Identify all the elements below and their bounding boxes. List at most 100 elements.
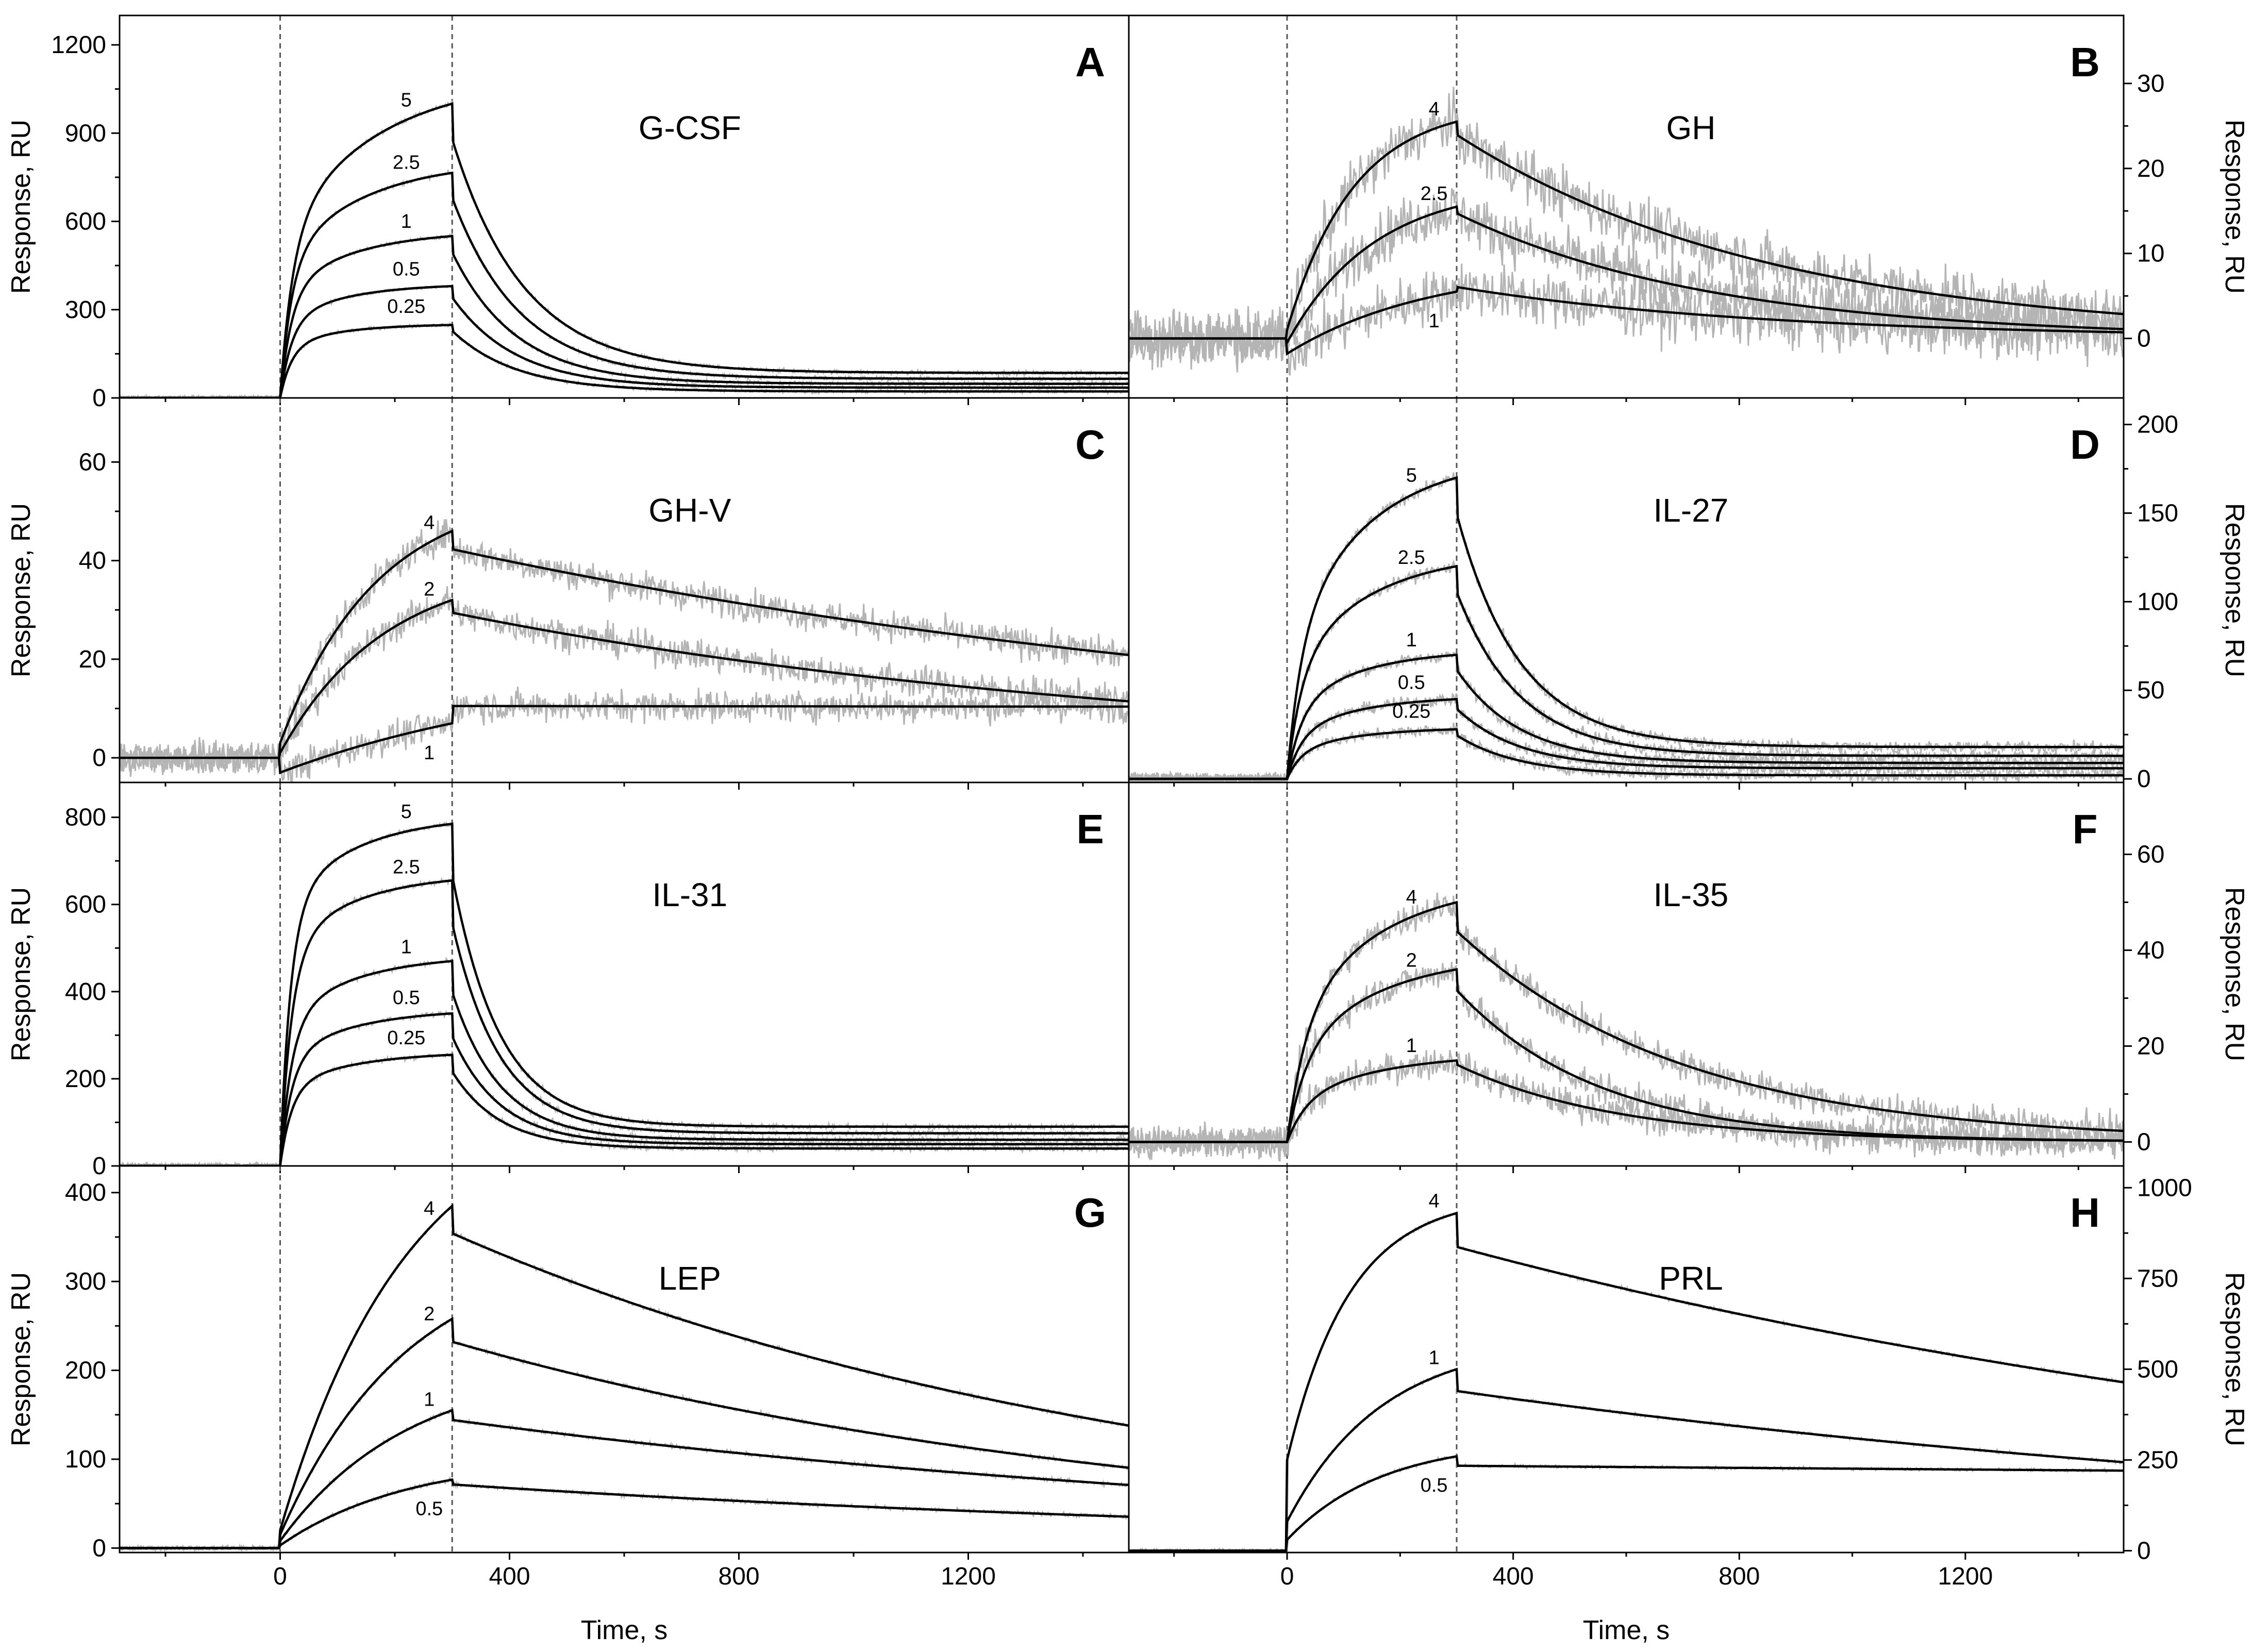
panel-h: 4 1 0.5 0 250 500 750 1000 Response, RU PRL H 0 400 8… — [1128, 1165, 2249, 1645]
fit-curve-1 — [1129, 286, 2124, 356]
fit-curve-1 — [120, 1409, 1129, 1549]
x-tick-label: 0 — [1280, 1563, 1294, 1590]
panel-letter: A — [1075, 39, 1105, 85]
panel-letter: B — [2070, 39, 2100, 85]
observed-trace-1 — [1129, 1367, 2124, 1553]
concentration-label: 2.5 — [393, 152, 420, 174]
y-tick-label: 20 — [2137, 1033, 2164, 1060]
concentration-label: 5 — [1406, 464, 1417, 486]
y-tick-label: 900 — [65, 120, 106, 147]
fit-curve-1 — [1129, 1367, 2124, 1552]
observed-trace-1 — [120, 957, 1129, 1166]
observed-trace-4 — [1129, 1211, 2124, 1553]
fit-curve-5 — [120, 102, 1129, 398]
y-tick-label: 750 — [2137, 1265, 2178, 1292]
fit-curve-4 — [1129, 900, 2124, 1143]
fit-curve-0.5 — [120, 285, 1129, 398]
concentration-label: 1 — [424, 1389, 435, 1411]
panel-f: 4 2 1 0 20 40 60 Response, RU IL-35 F — [1128, 781, 2249, 1173]
analyte-name: PRL — [1659, 1260, 1723, 1297]
panel-frame — [1128, 397, 2125, 783]
y-tick-label: 0 — [2137, 765, 2151, 793]
concentration-label: 4 — [424, 512, 435, 533]
plot-area — [120, 821, 1129, 1166]
y-tick-label: 0 — [2137, 1129, 2151, 1156]
observed-trace-1 — [1129, 1049, 2124, 1162]
y-tick-label: 200 — [65, 1065, 106, 1093]
plot-area — [1129, 472, 2124, 782]
fit-curve-1 — [120, 960, 1129, 1166]
concentration-label: 2.5 — [393, 857, 420, 878]
concentration-label: 5 — [401, 801, 412, 823]
panel-d: 5 2.5 1 0.5 0.25 0 50 100 150 200 Response, RU IL-2… — [1128, 397, 2249, 793]
concentration-label: 1 — [401, 211, 412, 232]
y-tick-label: 0 — [92, 1153, 106, 1180]
concentration-label: 2.5 — [1421, 183, 1448, 205]
analyte-name: IL-27 — [1654, 492, 1729, 529]
fit-curve-5 — [1129, 476, 2124, 780]
y-tick-label: 0 — [92, 1534, 106, 1562]
plot-area — [120, 519, 1129, 782]
x-tick-label: 400 — [1493, 1563, 1534, 1590]
panel-frame — [119, 397, 1130, 783]
y-tick-label: 60 — [79, 448, 106, 476]
panel-letter: F — [2073, 806, 2098, 852]
y-tick-label: 20 — [2137, 155, 2164, 182]
observed-trace-5 — [120, 99, 1129, 398]
concentration-label: 2.5 — [1398, 547, 1425, 569]
concentration-label: 4 — [1406, 887, 1417, 908]
y-axis-label: Response, RU — [2219, 120, 2249, 294]
concentration-label: 2 — [424, 1303, 435, 1325]
y-tick-label: 100 — [65, 1446, 106, 1473]
y-tick-label: 200 — [2137, 411, 2178, 439]
x-tick-label: 800 — [718, 1563, 759, 1590]
x-tick-label: 0 — [273, 1563, 287, 1590]
panel-letter: E — [1076, 806, 1104, 852]
concentration-label: 4 — [1429, 98, 1440, 120]
observed-trace-2.5 — [1129, 559, 2124, 782]
y-tick-label: 10 — [2137, 240, 2164, 268]
x-tick-label: 800 — [1718, 1563, 1760, 1590]
concentration-label: 1 — [1429, 1347, 1440, 1369]
observed-trace-4 — [1129, 87, 2124, 370]
y-tick-label: 500 — [2137, 1356, 2178, 1383]
y-tick-label: 40 — [79, 547, 106, 575]
fit-curve-1 — [1129, 654, 2124, 780]
y-tick-label: 300 — [65, 1268, 106, 1295]
fit-curve-0.5 — [1129, 698, 2124, 780]
y-axis-label: Response, RU — [6, 503, 36, 677]
plot-area — [1129, 1211, 2124, 1553]
concentration-label: 1 — [424, 742, 435, 764]
fit-curve-2 — [120, 598, 1129, 759]
fit-curve-0.25 — [1129, 728, 2124, 780]
analyte-name: LEP — [659, 1260, 721, 1297]
plot-area — [120, 1203, 1129, 1553]
y-axis-label: Response, RU — [2219, 1272, 2249, 1446]
x-tick-label: 1200 — [1938, 1563, 1993, 1590]
panel-frame — [119, 14, 1130, 399]
analyte-name: IL-35 — [1654, 876, 1729, 913]
concentration-label: 1 — [1429, 310, 1440, 332]
concentration-label: 0.25 — [1392, 701, 1430, 723]
concentration-label: 0.5 — [393, 258, 420, 280]
concentration-label: 0.5 — [393, 987, 420, 1009]
fit-curve-1 — [120, 705, 1129, 775]
y-tick-label: 1200 — [51, 31, 106, 59]
observed-trace-5 — [1129, 472, 2124, 782]
y-axis-label: Response, RU — [6, 120, 36, 294]
y-tick-label: 100 — [2137, 588, 2178, 615]
x-tick-label: 1200 — [941, 1563, 996, 1590]
fit-curve-0.25 — [120, 1054, 1129, 1166]
y-tick-label: 0 — [92, 744, 106, 772]
fit-curve-4 — [1129, 1211, 2124, 1552]
fit-curve-0.25 — [120, 324, 1129, 398]
panel-c: 4 2 1 0 20 40 60 Response, RU GH-V C — [6, 397, 1130, 790]
y-axis-label: Response, RU — [6, 1272, 36, 1446]
concentration-label: 0.25 — [387, 296, 425, 318]
y-tick-label: 40 — [2137, 937, 2164, 964]
panel-letter: H — [2070, 1190, 2100, 1236]
y-tick-label: 50 — [2137, 677, 2164, 704]
observed-trace-1 — [120, 1409, 1129, 1552]
fit-curve-4 — [120, 1203, 1129, 1549]
